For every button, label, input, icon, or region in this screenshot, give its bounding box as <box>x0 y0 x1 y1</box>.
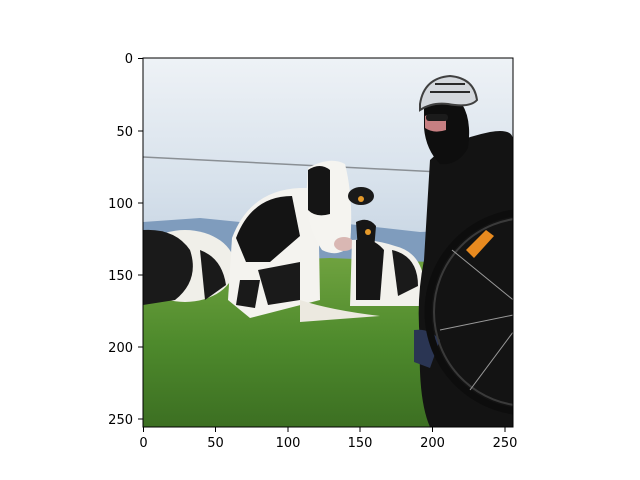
bicycle-wheel-icon <box>424 209 513 415</box>
fence-wire <box>143 156 441 173</box>
y-tick-label: 200 <box>108 341 133 356</box>
central-cow-icon <box>228 160 380 322</box>
y-tick-label: 150 <box>108 269 133 284</box>
y-tick-label: 0 <box>125 52 133 67</box>
y-tick-label: 250 <box>108 413 133 428</box>
photo <box>143 58 513 427</box>
x-tick-label: 100 <box>276 436 301 451</box>
x-tick-label: 200 <box>420 436 445 451</box>
right-cow-icon <box>350 219 424 306</box>
y-tick-label: 50 <box>116 125 133 140</box>
x-tick-label: 150 <box>348 436 373 451</box>
y-axis: 0 50 100 150 200 250 <box>108 52 143 428</box>
x-tick-label: 250 <box>493 436 518 451</box>
x-tick-label: 50 <box>207 436 224 451</box>
x-axis: 0 50 100 150 200 250 <box>139 427 517 451</box>
y-tick-label: 100 <box>108 197 133 212</box>
left-cow-icon <box>143 229 235 305</box>
x-tick-label: 0 <box>139 436 147 451</box>
cyclist-icon <box>414 74 513 427</box>
axes-frame <box>142 57 514 428</box>
